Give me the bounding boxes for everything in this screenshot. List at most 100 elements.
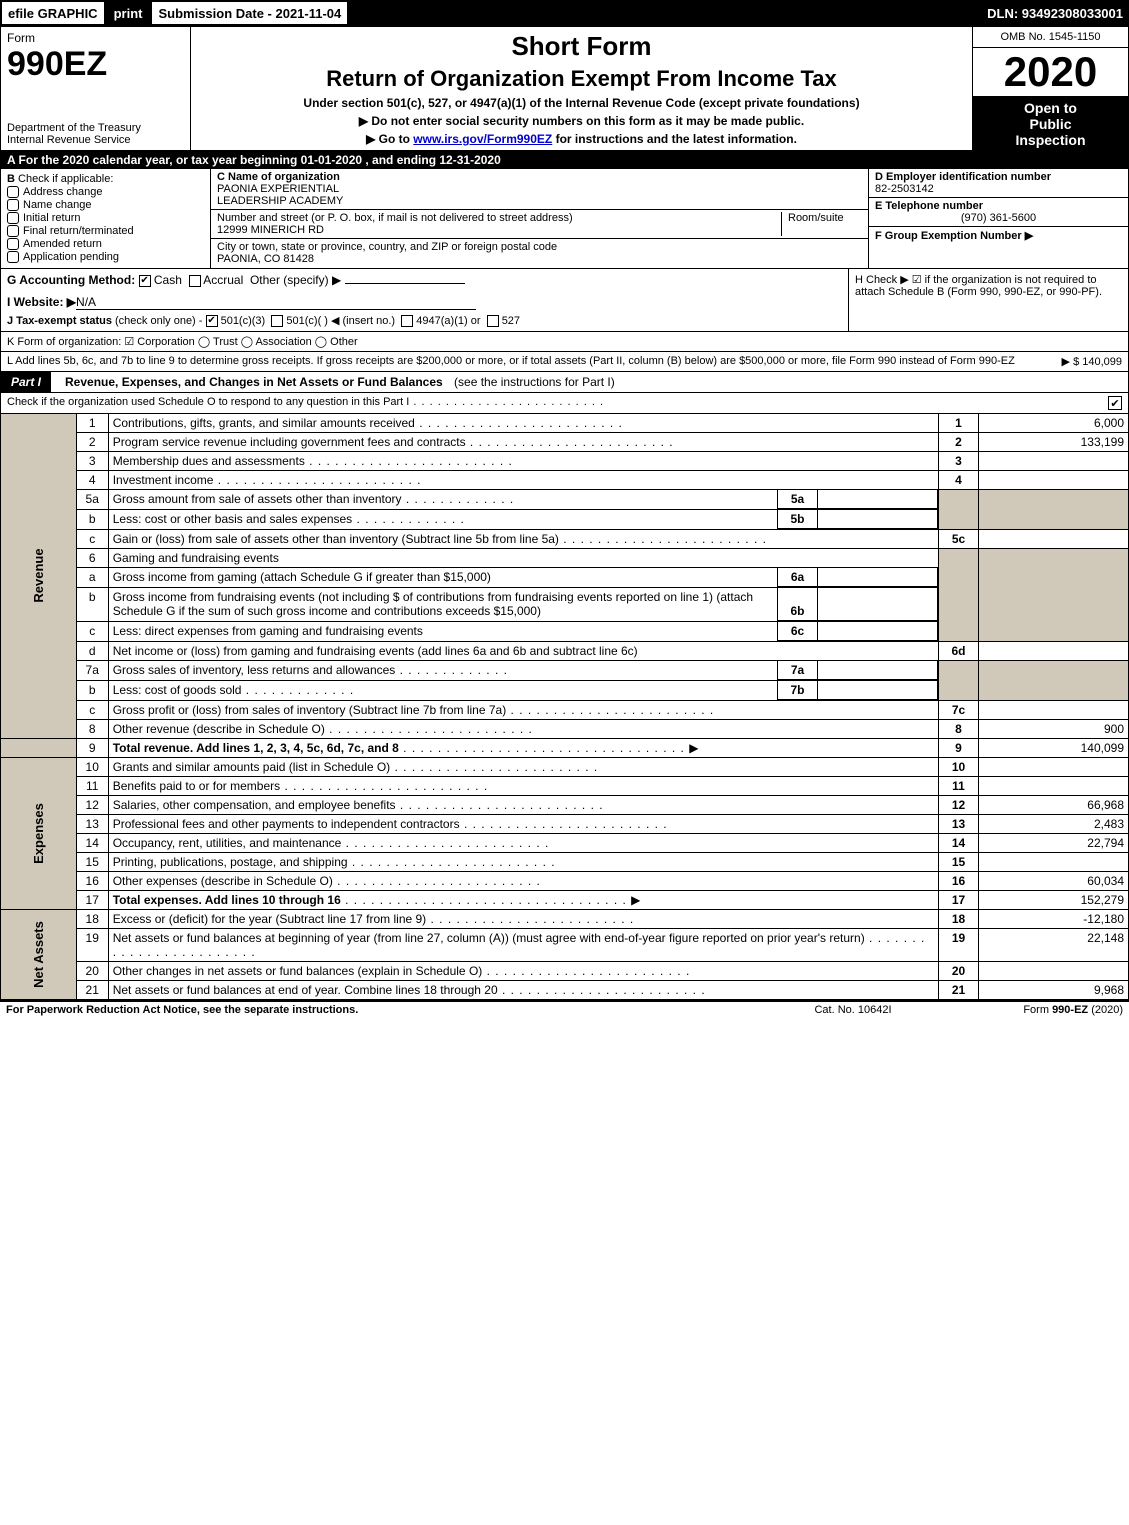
line-6b-desc: Gross income from fundraising events (no… bbox=[109, 588, 778, 620]
do-not-enter: Do not enter social security numbers on … bbox=[197, 114, 966, 128]
phone: (970) 361-5600 bbox=[875, 212, 1122, 224]
line-6c-desc: Less: direct expenses from gaming and fu… bbox=[109, 622, 778, 641]
chk-initial-return[interactable]: Initial return bbox=[7, 212, 204, 224]
org-city: PAONIA, CO 81428 bbox=[217, 253, 314, 265]
line-9-amt: 140,099 bbox=[979, 738, 1129, 757]
check-schedule-o: Check if the organization used Schedule … bbox=[0, 393, 1129, 414]
line-13-desc: Professional fees and other payments to … bbox=[108, 814, 938, 833]
efile-label: efile GRAPHIC bbox=[0, 0, 106, 26]
line-9-desc: Total revenue. Add lines 1, 2, 3, 4, 5c,… bbox=[108, 738, 938, 757]
line-10-desc: Grants and similar amounts paid (list in… bbox=[108, 757, 938, 776]
f-group-exemption: F Group Exemption Number ▶ bbox=[875, 230, 1033, 242]
line-18-amt: -12,180 bbox=[979, 909, 1129, 928]
line-18-desc: Excess or (deficit) for the year (Subtra… bbox=[108, 909, 938, 928]
line-6-desc: Gaming and fundraising events bbox=[108, 549, 938, 568]
line-5b-desc: Less: cost or other basis and sales expe… bbox=[109, 510, 778, 529]
chk-name-change[interactable]: Name change bbox=[7, 199, 204, 211]
dept-irs: Internal Revenue Service bbox=[7, 134, 184, 146]
block-gh: G Accounting Method: ✔ Cash Accrual Othe… bbox=[0, 269, 1129, 332]
website-value: N/A bbox=[76, 295, 476, 310]
i-website: I Website: ▶N/A bbox=[7, 295, 842, 310]
line-1-amt: 6,000 bbox=[979, 414, 1129, 433]
room-suite-label: Room/suite bbox=[782, 212, 862, 236]
h-schedule-b: H Check ▶ ☑ if the organization is not r… bbox=[848, 269, 1128, 331]
line-8-desc: Other revenue (describe in Schedule O) bbox=[108, 719, 938, 738]
city-label: City or town, state or province, country… bbox=[217, 241, 557, 253]
print-button[interactable]: print bbox=[106, 0, 151, 26]
tax-year: 2020 bbox=[973, 48, 1128, 97]
line-3-desc: Membership dues and assessments bbox=[108, 452, 938, 471]
chk-address-change[interactable]: Address change bbox=[7, 186, 204, 198]
part1-table: Revenue 1 Contributions, gifts, grants, … bbox=[0, 414, 1129, 1000]
line-4-desc: Investment income bbox=[108, 471, 938, 490]
catalog-number: Cat. No. 10642I bbox=[763, 1004, 943, 1016]
line-11-desc: Benefits paid to or for members bbox=[108, 776, 938, 795]
line-5a-desc: Gross amount from sale of assets other t… bbox=[109, 490, 778, 509]
line-16-amt: 60,034 bbox=[979, 871, 1129, 890]
line-7c-amt bbox=[979, 700, 1129, 719]
chk-501c3[interactable]: ✔ bbox=[206, 315, 218, 327]
form-header: Form 990EZ Department of the Treasury In… bbox=[0, 26, 1129, 151]
line-21-desc: Net assets or fund balances at end of ye… bbox=[108, 980, 938, 999]
addr-label: Number and street (or P. O. box, if mail… bbox=[217, 212, 573, 224]
expenses-section-label: Expenses bbox=[1, 757, 77, 909]
line-2-desc: Program service revenue including govern… bbox=[108, 433, 938, 452]
chk-schedule-o[interactable]: ✔ bbox=[1108, 396, 1122, 410]
c-title: C Name of organization bbox=[217, 171, 340, 183]
line-19-desc: Net assets or fund balances at beginning… bbox=[108, 928, 938, 961]
line-3-amt bbox=[979, 452, 1129, 471]
chk-501c[interactable] bbox=[271, 315, 283, 327]
line-13-amt: 2,483 bbox=[979, 814, 1129, 833]
g-accounting-method: G Accounting Method: ✔ Cash Accrual Othe… bbox=[7, 273, 842, 287]
chk-cash[interactable]: ✔ bbox=[139, 275, 151, 287]
submission-date: Submission Date - 2021-11-04 bbox=[150, 0, 349, 26]
line-11-amt bbox=[979, 776, 1129, 795]
line-7c-desc: Gross profit or (loss) from sales of inv… bbox=[108, 700, 938, 719]
chk-527[interactable] bbox=[487, 315, 499, 327]
line-4-amt bbox=[979, 471, 1129, 490]
under-section: Under section 501(c), 527, or 4947(a)(1)… bbox=[197, 96, 966, 110]
line-20-amt bbox=[979, 961, 1129, 980]
gross-receipts-amount: ▶ $ 140,099 bbox=[1062, 355, 1122, 368]
org-name-2: LEADERSHIP ACADEMY bbox=[217, 195, 343, 207]
line-21-amt: 9,968 bbox=[979, 980, 1129, 999]
column-def: D Employer identification number 82-2503… bbox=[868, 169, 1128, 268]
revenue-section-label: Revenue bbox=[1, 414, 77, 738]
chk-amended-return[interactable]: Amended return bbox=[7, 238, 204, 250]
line-15-amt bbox=[979, 852, 1129, 871]
gh-left: G Accounting Method: ✔ Cash Accrual Othe… bbox=[1, 269, 848, 331]
line-5c-amt bbox=[979, 530, 1129, 549]
open-public-inspection: Open to Public Inspection bbox=[973, 97, 1128, 150]
column-b: B Check if applicable: Address change Na… bbox=[1, 169, 211, 268]
line-6d-desc: Net income or (loss) from gaming and fun… bbox=[108, 641, 938, 660]
chk-accrual[interactable] bbox=[189, 275, 201, 287]
line-20-desc: Other changes in net assets or fund bala… bbox=[108, 961, 938, 980]
line-5c-desc: Gain or (loss) from sale of assets other… bbox=[108, 530, 938, 549]
line-10-amt bbox=[979, 757, 1129, 776]
block-bcdef: B Check if applicable: Address change Na… bbox=[0, 169, 1129, 269]
footer: For Paperwork Reduction Act Notice, see … bbox=[0, 1000, 1129, 1018]
chk-4947[interactable] bbox=[401, 315, 413, 327]
omb-number: OMB No. 1545-1150 bbox=[973, 27, 1128, 48]
ein: 82-2503142 bbox=[875, 183, 934, 195]
line-6a-desc: Gross income from gaming (attach Schedul… bbox=[109, 568, 778, 587]
header-middle: Short Form Return of Organization Exempt… bbox=[191, 27, 973, 150]
part-1-title: Revenue, Expenses, and Changes in Net As… bbox=[57, 375, 451, 389]
line-7a-desc: Gross sales of inventory, less returns a… bbox=[109, 661, 778, 680]
line-12-amt: 66,968 bbox=[979, 795, 1129, 814]
part-1-badge: Part I bbox=[1, 372, 51, 392]
column-c: C Name of organization PAONIA EXPERIENTI… bbox=[211, 169, 868, 268]
chk-final-return[interactable]: Final return/terminated bbox=[7, 225, 204, 237]
line-14-amt: 22,794 bbox=[979, 833, 1129, 852]
row-l: L Add lines 5b, 6c, and 7b to line 9 to … bbox=[0, 352, 1129, 372]
line-15-desc: Printing, publications, postage, and shi… bbox=[108, 852, 938, 871]
row-k: K Form of organization: ☑ Corporation ◯ … bbox=[0, 332, 1129, 352]
d-ein-label: D Employer identification number bbox=[875, 171, 1051, 183]
line-17-desc: Total expenses. Add lines 10 through 16 bbox=[108, 890, 938, 909]
part-1-header: Part I Revenue, Expenses, and Changes in… bbox=[0, 372, 1129, 393]
line-1-desc: Contributions, gifts, grants, and simila… bbox=[108, 414, 938, 433]
line-8-amt: 900 bbox=[979, 719, 1129, 738]
line-6d-amt bbox=[979, 641, 1129, 660]
irs-link[interactable]: www.irs.gov/Form990EZ bbox=[413, 132, 552, 146]
chk-application-pending[interactable]: Application pending bbox=[7, 251, 204, 263]
